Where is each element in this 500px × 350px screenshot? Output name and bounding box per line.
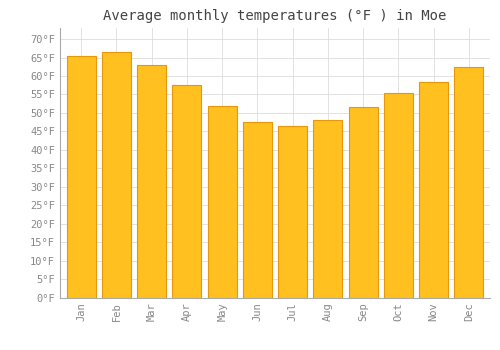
Bar [243, 122, 272, 298]
Bar [137, 65, 166, 298]
Title: Average monthly temperatures (°F ) in Moe: Average monthly temperatures (°F ) in Mo… [104, 9, 446, 23]
Bar [384, 93, 413, 298]
Bar [172, 85, 202, 298]
Bar [278, 126, 307, 298]
Bar [66, 56, 96, 298]
Bar [419, 82, 448, 298]
Bar [348, 107, 378, 298]
Bar [102, 52, 131, 298]
Bar [208, 106, 236, 298]
Bar [454, 67, 484, 298]
Bar [314, 120, 342, 298]
